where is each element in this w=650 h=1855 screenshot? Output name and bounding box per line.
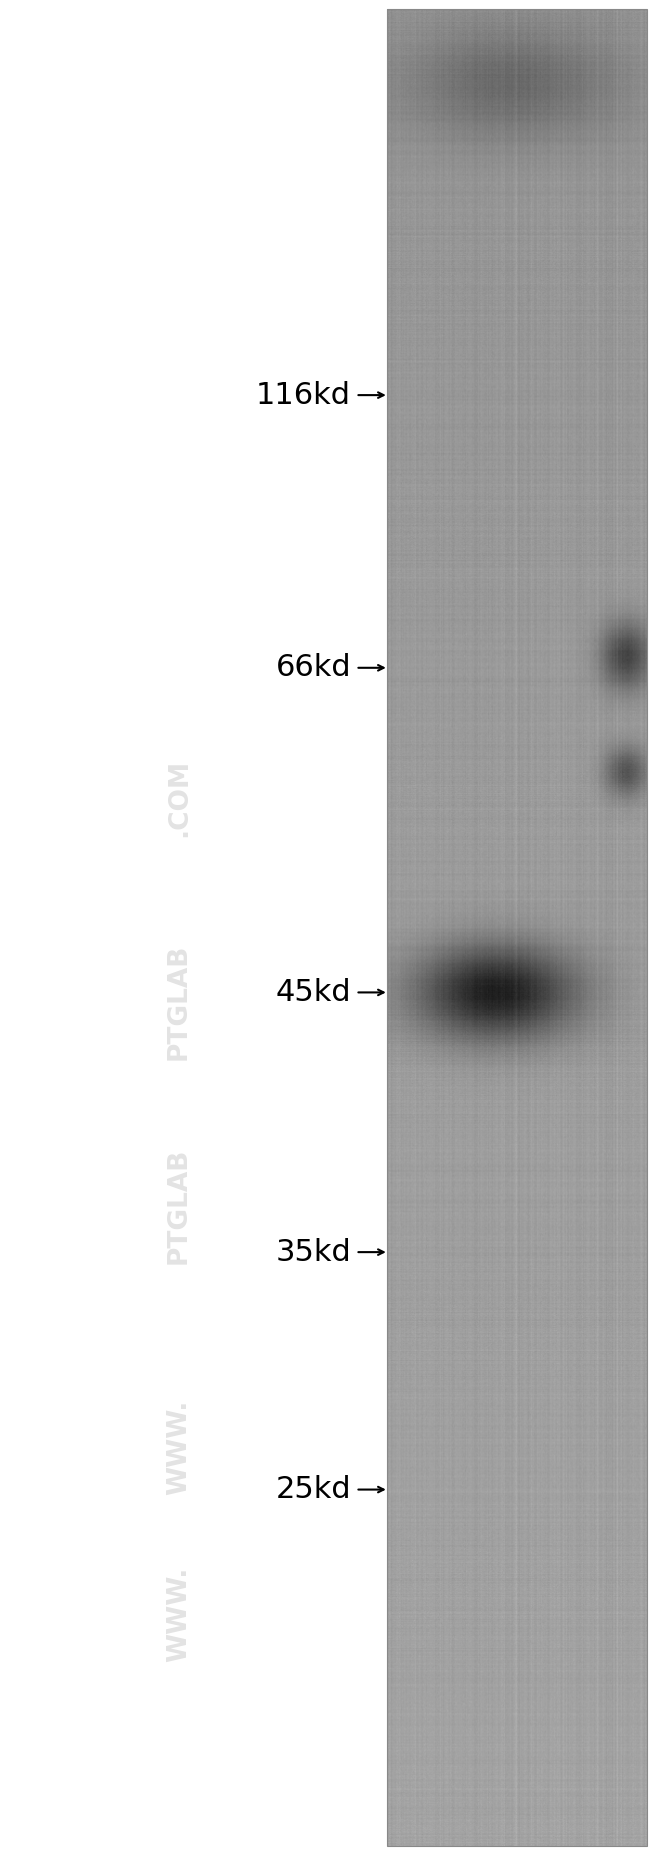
Text: PTGLAB: PTGLAB xyxy=(166,944,192,1059)
Text: 45kd: 45kd xyxy=(276,978,351,1007)
Text: WWW.: WWW. xyxy=(166,1566,192,1662)
Bar xyxy=(387,9,647,1846)
Text: 66kd: 66kd xyxy=(276,653,351,683)
Text: 25kd: 25kd xyxy=(276,1475,351,1504)
Text: WWW.: WWW. xyxy=(166,1399,192,1495)
Text: 35kd: 35kd xyxy=(275,1237,351,1267)
Text: 116kd: 116kd xyxy=(256,380,351,410)
Text: .COM: .COM xyxy=(166,759,192,837)
Text: PTGLAB: PTGLAB xyxy=(166,1148,192,1263)
